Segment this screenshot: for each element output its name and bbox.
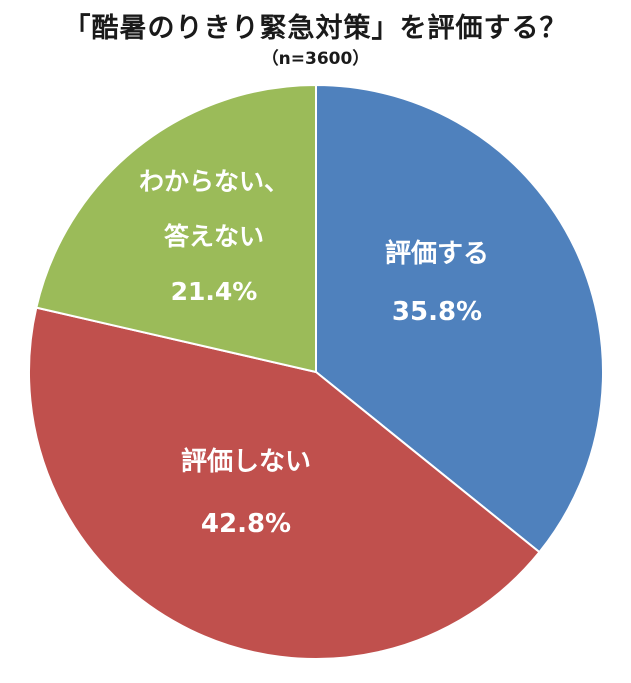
slice-label-2-line-1: 答えない — [164, 222, 264, 251]
slice-value-2: 21.4% — [171, 277, 258, 306]
pie-slice-0 — [315, 83, 604, 554]
pie-slice-1 — [28, 306, 541, 660]
chart-subtitle: （n=3600） — [261, 49, 370, 69]
slice-value-0: 35.8% — [392, 297, 482, 327]
slice-value-1: 42.8% — [201, 509, 291, 539]
pie-slice-2 — [35, 83, 317, 374]
slice-label-0-line-0: 評価する — [385, 238, 489, 269]
slice-label-1-line-0: 評価しない — [181, 446, 311, 477]
slice-label-2-line-0: わからない、 — [139, 167, 289, 196]
pie-slices — [28, 83, 604, 660]
chart-title: 「酷暑のりきり緊急対策」を評価する？ — [63, 13, 568, 44]
pie-labels: 評価する 35.8% 評価しない 42.8% わからない、答えない 21.4% — [139, 167, 489, 539]
